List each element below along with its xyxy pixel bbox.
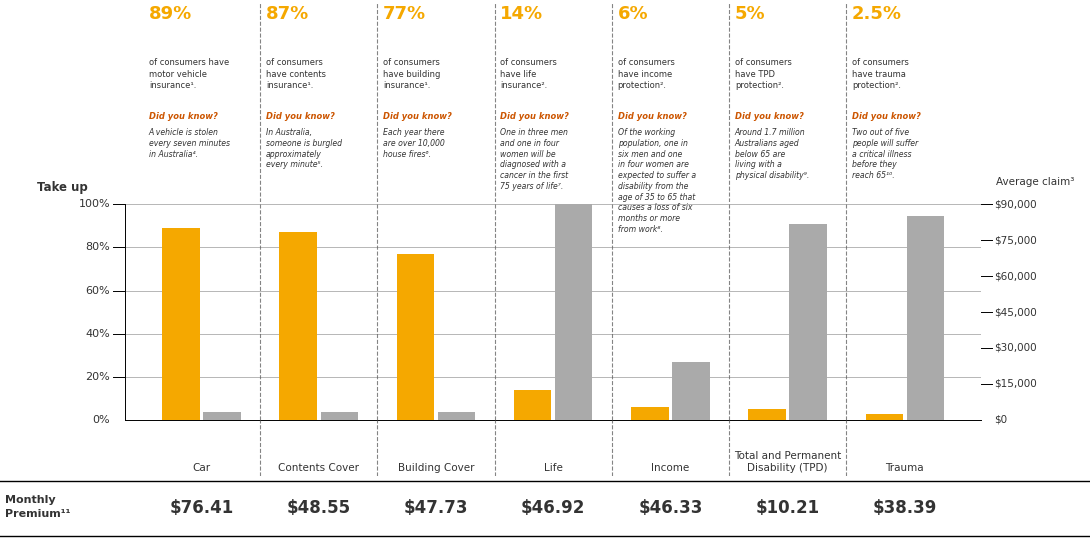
Bar [907, 216, 944, 420]
Bar [320, 412, 358, 420]
Text: $30,000: $30,000 [994, 343, 1037, 353]
Text: Income: Income [651, 463, 690, 473]
Text: Did you know?: Did you know? [618, 112, 687, 121]
Text: $90,000: $90,000 [994, 200, 1037, 209]
Text: Car: Car [193, 463, 210, 473]
Bar [204, 412, 241, 420]
Text: 89%: 89% [149, 5, 192, 23]
Text: of consumers
have trauma
protection².: of consumers have trauma protection². [852, 59, 909, 90]
Text: 80%: 80% [85, 243, 110, 252]
Text: $10.21: $10.21 [755, 499, 820, 518]
Bar [438, 412, 475, 420]
Bar [279, 232, 317, 420]
Text: $60,000: $60,000 [994, 271, 1037, 281]
Text: $0: $0 [994, 415, 1007, 424]
Text: of consumers
have contents
insurance¹.: of consumers have contents insurance¹. [266, 59, 326, 90]
Bar [162, 228, 199, 420]
Text: 77%: 77% [384, 5, 426, 23]
Text: of consumers
have life
insurance².: of consumers have life insurance². [500, 59, 557, 90]
Text: 5%: 5% [735, 5, 765, 23]
Bar [513, 390, 552, 420]
Bar [631, 407, 668, 420]
Text: of consumers
have TPD
protection².: of consumers have TPD protection². [735, 59, 791, 90]
Text: $46.33: $46.33 [639, 499, 703, 518]
Bar [555, 204, 593, 420]
Text: Total and Permanent
Disability (TPD): Total and Permanent Disability (TPD) [734, 451, 841, 473]
Text: $75,000: $75,000 [994, 235, 1037, 245]
Text: Did you know?: Did you know? [852, 112, 921, 121]
Text: $15,000: $15,000 [994, 379, 1037, 389]
Text: Around 1.7 million
Australians aged
below 65 are
living with a
physical disabili: Around 1.7 million Australians aged belo… [735, 128, 809, 180]
Text: Building Cover: Building Cover [398, 463, 474, 473]
Text: 100%: 100% [78, 200, 110, 209]
Text: A vehicle is stolen
every seven minutes
in Australia⁴.: A vehicle is stolen every seven minutes … [149, 128, 230, 159]
Text: Two out of five
people will suffer
a critical illness
before they
reach 65¹⁰.: Two out of five people will suffer a cri… [852, 128, 918, 180]
Text: $38.39: $38.39 [873, 499, 937, 518]
Text: of consumers
have income
protection².: of consumers have income protection². [618, 59, 675, 90]
Text: 40%: 40% [85, 329, 110, 338]
Bar [865, 414, 903, 420]
Bar [673, 362, 710, 420]
Bar [397, 254, 434, 420]
Text: 6%: 6% [618, 5, 649, 23]
Text: $76.41: $76.41 [169, 499, 233, 518]
Text: Monthly
Premium¹¹: Monthly Premium¹¹ [5, 495, 71, 519]
Text: Of the working
population, one in
six men and one
in four women are
expected to : Of the working population, one in six me… [618, 128, 695, 234]
Text: One in three men
and one in four
women will be
diagnosed with a
cancer in the fi: One in three men and one in four women w… [500, 128, 569, 191]
Text: Trauma: Trauma [885, 463, 924, 473]
Text: In Australia,
someone is burgled
approximately
every minute⁵.: In Australia, someone is burgled approxi… [266, 128, 342, 169]
Bar [789, 224, 827, 420]
Text: 2.5%: 2.5% [852, 5, 903, 23]
Text: Take up: Take up [37, 181, 88, 194]
Text: 60%: 60% [86, 286, 110, 295]
Text: Did you know?: Did you know? [266, 112, 335, 121]
Text: $47.73: $47.73 [403, 499, 469, 518]
Text: Contents Cover: Contents Cover [278, 463, 360, 473]
Text: 14%: 14% [500, 5, 544, 23]
Text: of consumers
have building
insurance¹.: of consumers have building insurance¹. [384, 59, 440, 90]
Text: $45,000: $45,000 [994, 307, 1037, 317]
Text: 20%: 20% [85, 372, 110, 381]
Text: Each year there
are over 10,000
house fires⁶.: Each year there are over 10,000 house fi… [384, 128, 445, 159]
Text: $48.55: $48.55 [287, 499, 351, 518]
Text: 0%: 0% [93, 415, 110, 424]
Text: $46.92: $46.92 [521, 499, 585, 518]
Text: of consumers have
motor vehicle
insurance¹.: of consumers have motor vehicle insuranc… [149, 59, 229, 90]
Text: Life: Life [544, 463, 562, 473]
Text: Average claim³: Average claim³ [996, 177, 1075, 187]
Text: Did you know?: Did you know? [500, 112, 569, 121]
Bar [749, 409, 786, 420]
Text: Did you know?: Did you know? [384, 112, 452, 121]
Text: 87%: 87% [266, 5, 310, 23]
Text: Did you know?: Did you know? [149, 112, 218, 121]
Text: Did you know?: Did you know? [735, 112, 803, 121]
